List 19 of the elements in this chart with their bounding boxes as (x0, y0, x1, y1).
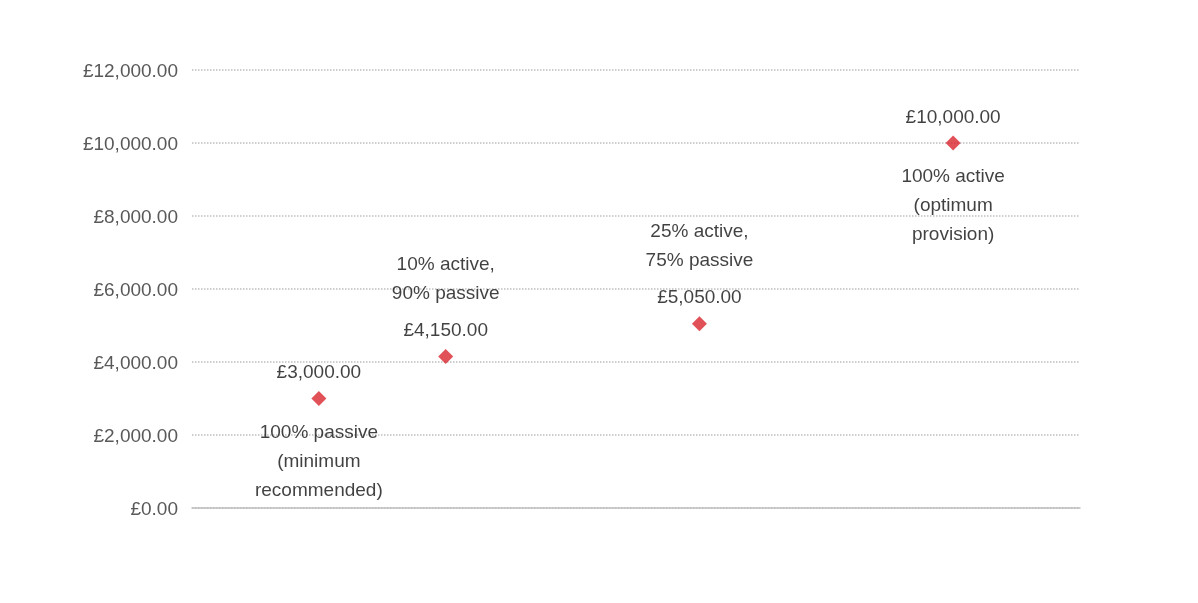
y-tick-label: £10,000.00 (82, 132, 178, 154)
annotation: 100% passive (minimum recommended) (254, 420, 383, 500)
y-tick-label: £0.00 (130, 497, 178, 519)
data-label: £5,050.00 (657, 286, 742, 308)
y-tick-label: £2,000.00 (93, 424, 178, 446)
annotation: 10% active, 90% passive (391, 252, 500, 303)
annotation: 25% active, 75% passive (645, 219, 754, 270)
point (945, 135, 961, 151)
y-tick-label: £8,000.00 (93, 205, 178, 227)
y-tick-label: £4,000.00 (93, 351, 178, 373)
point (311, 391, 327, 406)
data-label: £4,150.00 (403, 319, 488, 341)
data-label: £3,000.00 (276, 361, 362, 382)
y-tick-label: £12,000.00 (82, 59, 178, 81)
point (438, 349, 454, 365)
point (691, 316, 707, 332)
data-label: £10,000.00 (905, 105, 1001, 127)
annotation: 100% active (optimum provision) (901, 165, 1005, 244)
y-tick-label: £6,000.00 (93, 278, 178, 300)
